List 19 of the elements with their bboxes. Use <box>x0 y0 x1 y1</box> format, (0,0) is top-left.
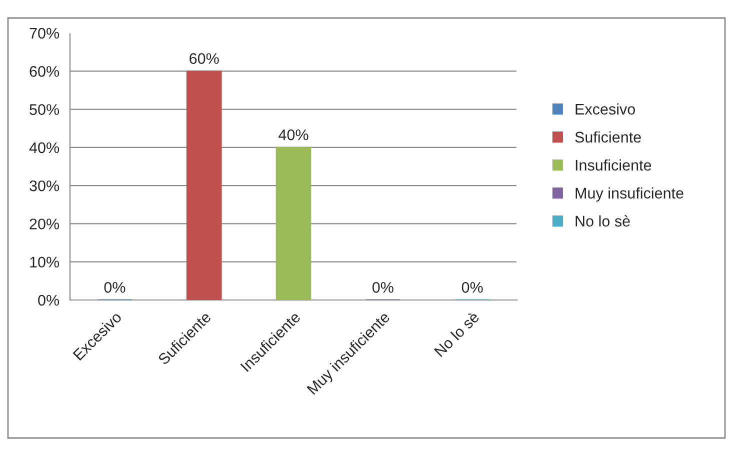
y-tick-label: 10% <box>30 256 60 268</box>
y-tick-label: 60% <box>30 66 60 77</box>
y-tick-label: 50% <box>30 104 60 115</box>
y-tick-label: 30% <box>30 180 60 192</box>
legend-label: Excesivo <box>576 103 635 115</box>
data-label: 0% <box>104 282 126 293</box>
legend-label: Insuficiente <box>576 159 652 171</box>
y-tick-label: 40% <box>29 142 60 154</box>
data-label: 60% <box>190 53 219 64</box>
legend-label: No lo sè <box>576 215 630 227</box>
data-label: 0% <box>462 282 483 293</box>
legend-label: Suficiente <box>575 131 641 143</box>
legend-label: Muy insuficiente <box>576 187 684 202</box>
y-tick-label: 0% <box>38 294 60 306</box>
x-tick-label: No lo sè <box>433 310 480 358</box>
data-label: 40% <box>278 129 308 140</box>
y-tick-label: 20% <box>30 218 60 230</box>
y-tick-label: 70% <box>30 28 60 39</box>
data-label: 0% <box>372 282 394 293</box>
